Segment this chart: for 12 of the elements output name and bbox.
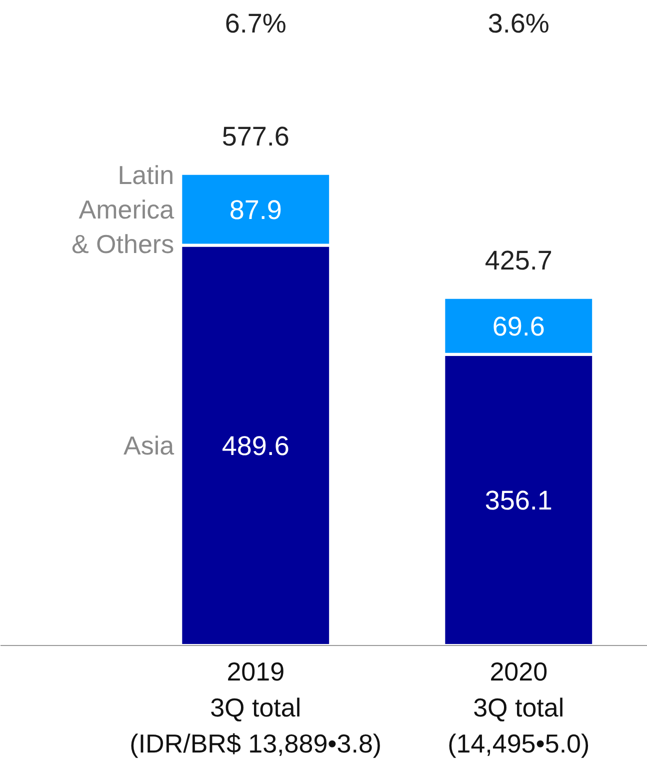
series-label: Latin America & Others [71,160,175,259]
x-tick-label: 2020 3Q total (14,495•5.0) [448,656,590,758]
data-label: 489.6 [222,430,290,461]
total-label: 577.6 [222,121,290,152]
text: 3.6% [488,8,550,38]
total-label: 425.7 [484,245,552,276]
data-label: 87.9 [229,194,282,225]
x-tick-label: 2019 3Q total (IDR/BR$ 13,889•3.8) [130,656,382,758]
data-label: 69.6 [492,311,545,342]
series-label: Asia [124,430,175,460]
text: 6.7% [224,8,286,38]
data-label: 356.1 [484,485,552,516]
